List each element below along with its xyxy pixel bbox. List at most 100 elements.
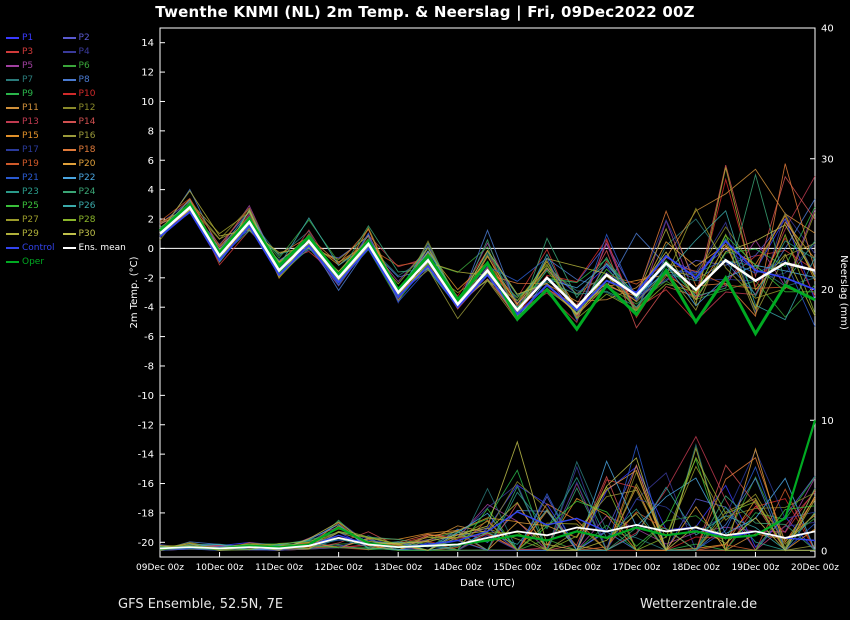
temp-tick-label: -8 — [144, 361, 154, 372]
legend-item: P24 — [62, 185, 126, 199]
temp-tick-label: -20 — [138, 538, 154, 549]
legend-item: P8 — [62, 73, 126, 87]
legend-item-label: P29 — [22, 229, 39, 239]
legend-line-swatch — [62, 51, 76, 53]
legend-line-swatch — [62, 149, 76, 151]
plot-frame — [159, 27, 816, 558]
legend-line-swatch — [6, 149, 19, 151]
legend-item-label: P1 — [22, 33, 34, 43]
legend-line-swatch — [62, 191, 76, 193]
legend-line-swatch — [6, 121, 19, 123]
legend-item-label: P21 — [22, 173, 39, 183]
temp-tick-label: -12 — [138, 420, 154, 431]
date-tick-label: 18Dec 00z — [672, 563, 720, 573]
legend-item: P16 — [62, 129, 126, 143]
member-precip-line — [159, 456, 816, 551]
precip-tick-label: 30 — [821, 154, 834, 165]
legend-line-swatch — [6, 247, 19, 249]
date-tick-label: 13Dec 00z — [374, 563, 422, 573]
legend-item: P1 — [6, 31, 55, 45]
legend-item-label: P12 — [78, 103, 96, 113]
temp-tick-label: 2 — [148, 215, 154, 226]
legend-item-label: P23 — [22, 187, 39, 197]
precip-axis-title: Neerslag (mm) — [838, 255, 849, 330]
ensemble-mean-precip-line — [159, 523, 816, 550]
member-temp-line — [159, 173, 816, 322]
legend-item: P27 — [6, 213, 55, 227]
date-tick-label: 20Dec 00z — [791, 563, 839, 573]
legend-line-swatch — [6, 107, 19, 109]
legend-item-label: P20 — [78, 159, 96, 169]
control-temp-line — [159, 210, 816, 316]
legend-line-swatch — [62, 79, 76, 81]
legend-line-swatch — [62, 177, 76, 179]
temp-tick-label: 6 — [148, 156, 154, 167]
member-precip-line — [159, 459, 816, 551]
temp-tick-label: -14 — [138, 450, 154, 461]
legend-item: Ens. mean — [62, 241, 126, 255]
legend-item: P7 — [6, 73, 55, 87]
precip-tick-label: 20 — [821, 285, 834, 296]
legend-line-swatch — [6, 177, 19, 179]
legend-line-swatch — [6, 191, 19, 193]
legend-item: P2 — [62, 31, 126, 45]
legend-line-swatch — [62, 219, 76, 221]
temp-tick-label: 10 — [141, 97, 154, 108]
legend-item: P6 — [62, 59, 126, 73]
legend-line-swatch — [6, 233, 19, 235]
member-precip-line — [159, 457, 816, 551]
legend-item-label: P25 — [22, 201, 39, 211]
legend-item-label: P19 — [22, 159, 39, 169]
legend-line-swatch — [62, 93, 76, 95]
legend-line-swatch — [6, 79, 19, 81]
legend-item-label: P28 — [78, 215, 96, 225]
legend-item: P3 — [6, 45, 55, 59]
legend-item: P14 — [62, 115, 126, 129]
legend-item: P9 — [6, 87, 55, 101]
axes-group: 14121086420-2-4-6-8-10-12-14-16-18-20403… — [129, 24, 849, 590]
legend-line-swatch — [6, 37, 19, 39]
legend-item-label: P2 — [78, 33, 90, 43]
legend-line-swatch — [6, 65, 19, 67]
legend: P1 P3 P5 P7 P9 P11 P13 P15 P17 P19 P21 P23 P25 P27 P29… — [6, 31, 126, 269]
legend-item-label: P17 — [22, 145, 39, 155]
x-axis-title: Date (UTC) — [460, 578, 515, 589]
ensemble-members-group — [159, 163, 816, 552]
legend-line-swatch — [6, 219, 19, 221]
temp-tick-label: 14 — [141, 38, 154, 49]
temp-tick-label: -4 — [144, 303, 154, 314]
oper-precip-line — [159, 419, 817, 550]
date-tick-label: 16Dec 00z — [553, 563, 601, 573]
precip-tick-label: 40 — [821, 24, 834, 35]
legend-column-2: P2 P4 P6 P8 P10 P12 P14 P16 P18 P20 P22 P24 P26 P28 P3… — [62, 31, 126, 269]
date-tick-label: 11Dec 00z — [255, 563, 303, 573]
site-caption: Wetterzentrale.de — [640, 597, 758, 612]
legend-item-label: P4 — [78, 47, 90, 57]
legend-item: P19 — [6, 157, 55, 171]
temp-tick-label: -18 — [138, 508, 154, 519]
legend-item: P5 — [6, 59, 55, 73]
legend-line-swatch — [62, 205, 76, 207]
legend-line-swatch — [62, 163, 76, 165]
legend-item: Oper — [6, 255, 55, 269]
legend-item-label: P14 — [78, 117, 96, 127]
date-tick-label: 19Dec 00z — [732, 563, 780, 573]
precip-tick-label: 10 — [821, 416, 834, 427]
legend-item-label: P6 — [78, 61, 90, 71]
legend-item-label: P10 — [78, 89, 96, 99]
legend-item-label: P16 — [78, 131, 96, 141]
date-tick-label: 09Dec 00z — [136, 563, 184, 573]
legend-item-label: P11 — [22, 103, 39, 113]
date-tick-label: 17Dec 00z — [612, 563, 660, 573]
legend-line-swatch — [62, 107, 76, 109]
legend-line-swatch — [62, 233, 76, 235]
legend-item: P21 — [6, 171, 55, 185]
legend-line-swatch — [62, 247, 76, 249]
temp-tick-label: -6 — [144, 332, 154, 343]
legend-line-swatch — [6, 51, 19, 53]
legend-item-label: P8 — [78, 75, 90, 85]
legend-line-swatch — [6, 163, 19, 165]
legend-item-label: P13 — [22, 117, 39, 127]
legend-item: Control — [6, 241, 55, 255]
